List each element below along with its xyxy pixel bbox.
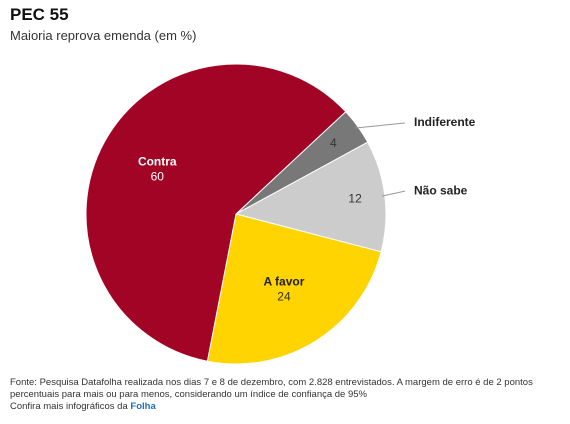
source-note: Fonte: Pesquisa Datafolha realizada nos … <box>10 377 533 400</box>
more-link[interactable]: Folha <box>130 401 156 412</box>
pie-slice <box>206 213 382 365</box>
more-line: Confira mais infográficos da Folha <box>10 401 565 413</box>
more-text: Confira mais infográficos da <box>10 401 128 412</box>
value-label: 4 <box>330 136 337 150</box>
leader-line <box>355 122 406 129</box>
leader-line <box>381 190 406 197</box>
chart-title: PEC 55 <box>10 5 69 24</box>
pie-slice <box>85 63 347 362</box>
category-label: A favor <box>264 274 305 288</box>
value-label: 12 <box>348 192 362 206</box>
value-label: 24 <box>277 289 291 303</box>
value-label: 60 <box>151 170 165 184</box>
category-label: Não sabe <box>414 183 468 197</box>
category-label: Contra <box>138 155 177 169</box>
chart-subtitle: Maioria reprova emenda (em %) <box>10 28 197 43</box>
footnote: Fonte: Pesquisa Datafolha realizada nos … <box>10 377 565 413</box>
category-label: Indiferente <box>414 115 476 129</box>
